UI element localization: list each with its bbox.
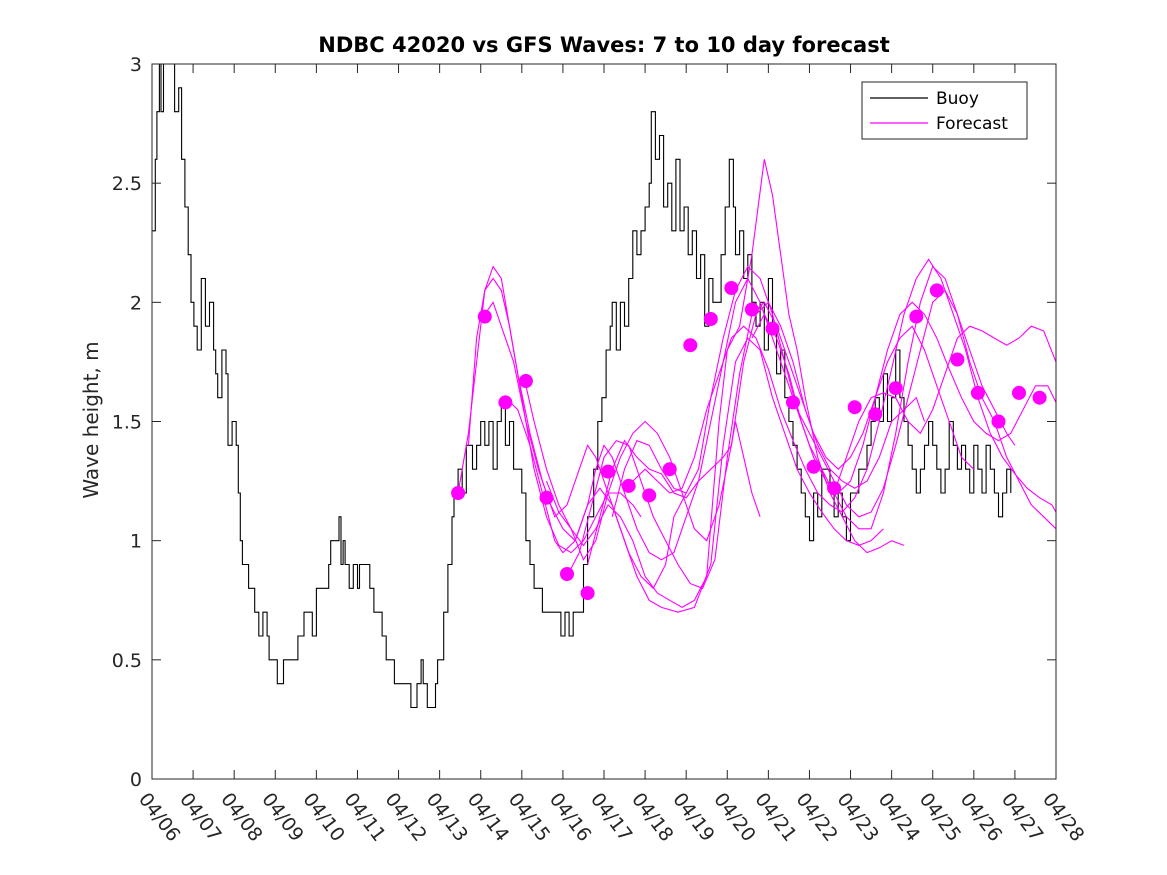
forecast-marker-10: [662, 462, 677, 477]
forecast-marker-26: [991, 414, 1006, 429]
forecast-line-4: [525, 159, 905, 609]
forecast-marker-27: [1012, 385, 1026, 400]
forecast-marker-2: [498, 395, 513, 410]
y-tick-label-5: 2.5: [112, 173, 142, 195]
forecast-line-10: [751, 301, 1057, 494]
forecast-marker-16: [786, 395, 800, 410]
forecast-marker-9: [642, 488, 657, 503]
y-tick-label-1: 0.5: [112, 650, 142, 672]
legend-label-forecast: Forecast: [936, 114, 1008, 134]
forecast-marker-18: [827, 481, 842, 496]
forecast-marker-22: [909, 309, 924, 324]
buoy-line: [152, 63, 1012, 709]
forecast-marker-6: [580, 586, 595, 601]
legend: Buoy Forecast: [861, 81, 1028, 140]
forecast-marker-8: [621, 478, 636, 493]
forecast-marker-14: [744, 302, 759, 317]
y-tick-label-2: 1: [130, 531, 142, 553]
forecast-line-11: [833, 325, 1057, 494]
y-tick-label-4: 2: [130, 292, 142, 314]
forecast-marker-7: [601, 464, 616, 479]
plot-background: [152, 64, 1056, 779]
forecast-marker-0: [451, 486, 466, 500]
forecast-marker-1: [477, 309, 492, 324]
forecast-marker-11: [683, 338, 698, 353]
forecast-marker-20: [868, 407, 883, 422]
forecast-marker-13: [724, 281, 739, 295]
forecast-marker-4: [539, 490, 554, 505]
y-axis-ticks: 0 0.5 1 1.5 2 2.5 3: [112, 54, 1056, 791]
forecast-line-0: [457, 265, 642, 554]
forecast-line-5: [545, 301, 926, 561]
plot-area: [151, 63, 1057, 780]
y-tick-label-3: 1.5: [112, 412, 142, 434]
forecast-marker-5: [560, 567, 574, 581]
forecast-marker-25: [970, 385, 985, 400]
buoy-series: [152, 63, 1012, 709]
forecast-markers: [451, 281, 1047, 601]
forecast-marker-23: [929, 283, 944, 298]
y-axis-label: Wave height, m: [79, 341, 103, 498]
legend-box: [861, 81, 1028, 140]
y-tick-label-6: 3: [130, 54, 142, 76]
forecast-marker-17: [806, 459, 821, 474]
forecast-line-6: [566, 301, 975, 590]
y-tick-label-0: 0: [130, 769, 142, 791]
forecast-marker-3: [518, 374, 533, 388]
forecast-marker-15: [765, 321, 780, 336]
forecast-line-3: [505, 337, 884, 613]
legend-label-buoy: Buoy: [936, 89, 979, 109]
forecast-marker-12: [703, 312, 718, 326]
forecast-line-7: [587, 277, 1016, 565]
forecast-marker-24: [950, 352, 965, 367]
forecast-marker-28: [1032, 390, 1047, 405]
forecast-line-1: [467, 277, 687, 590]
forecast-marker-19: [847, 400, 862, 415]
forecast-marker-21: [888, 381, 903, 396]
chart-title: NDBC 42020 vs GFS Waves: 7 to 10 day for…: [318, 33, 889, 57]
